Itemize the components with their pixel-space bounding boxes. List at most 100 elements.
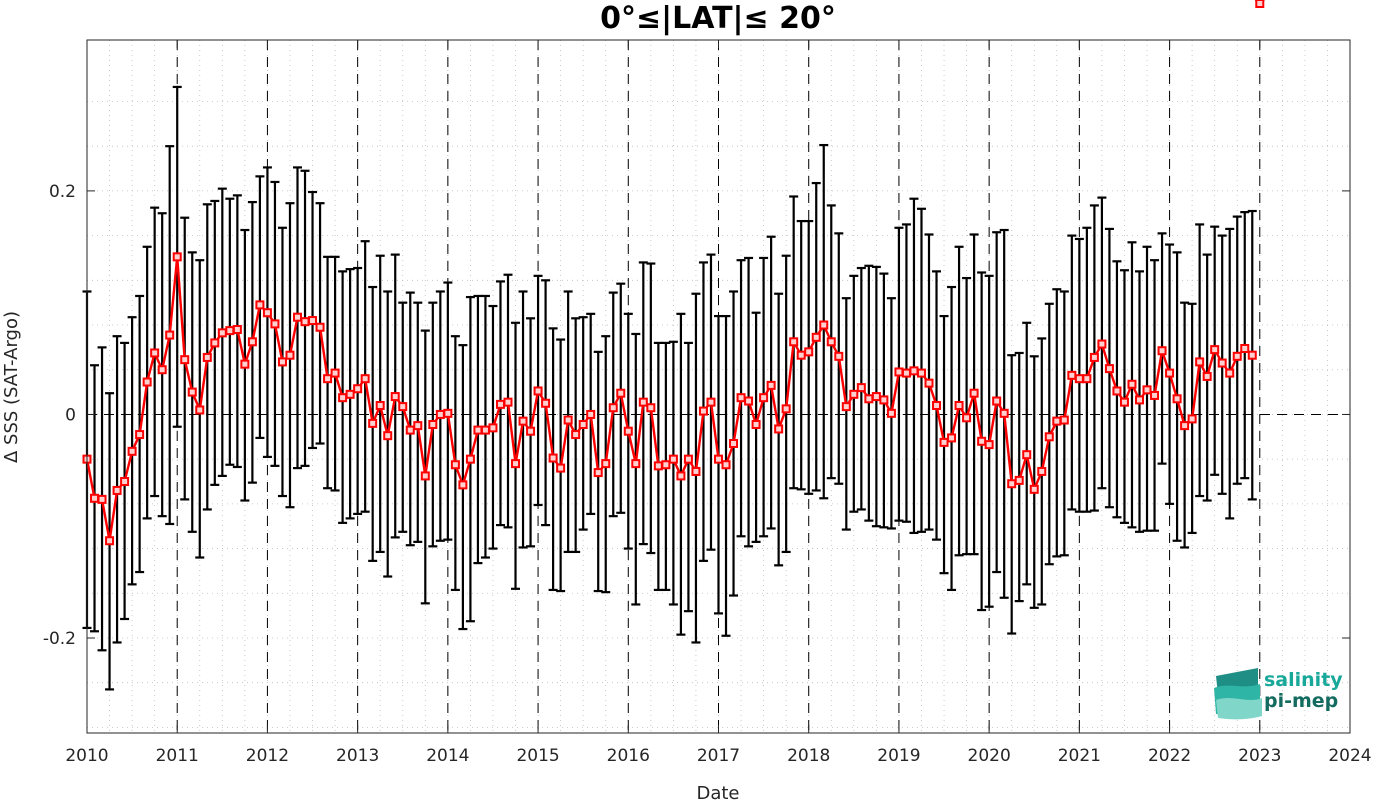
mean-marker [819,320,829,330]
mean-marker [398,402,408,412]
x-axis-label: Date [696,783,739,801]
mean-marker [676,471,686,481]
mean-marker [420,471,430,481]
mean-marker [939,437,949,447]
mean-marker [232,324,242,334]
mean-marker [1217,358,1227,368]
mean-marker [142,377,152,387]
mean-marker [721,460,731,470]
mean-marker [841,402,851,412]
mean-marker [1029,484,1039,494]
mean-marker [195,405,205,415]
mean-marker [255,300,265,310]
mean-marker [120,477,130,487]
mean-marker [901,368,911,378]
y-tick-labels: -0.2 0 0.2 [43,182,76,649]
mean-marker [909,366,919,376]
mean-marker [1074,374,1084,384]
mean-marker [1037,466,1047,476]
x-tick-label: 2017 [697,746,740,766]
mean-marker [766,380,776,390]
mean-marker [1225,368,1235,378]
mean-marker [856,383,866,393]
mean-marker [330,368,340,378]
mean-marker [375,401,385,411]
mean-marker [533,386,543,396]
mean-marker [1210,345,1220,355]
mean-marker [1127,379,1137,389]
mean-marker [465,454,475,464]
mean-marker [338,393,348,403]
mean-marker [473,425,483,435]
mean-marker [638,397,648,407]
mean-marker [608,403,618,413]
y-tick-label: 0.2 [49,182,76,202]
mean-marker [736,393,746,403]
x-tick-label: 2024 [1328,746,1371,766]
mean-marker [916,368,926,378]
mean-marker [804,347,814,357]
mean-marker [864,394,874,404]
mean-marker [1052,416,1062,426]
mean-marker [1067,370,1077,380]
mean-marker [796,350,806,360]
mean-marker [886,408,896,418]
mean-marker [1165,368,1175,378]
mean-marker [977,436,987,446]
mean-marker [157,365,167,375]
mean-marker [623,426,633,436]
mean-marker [518,416,528,426]
x-tick-label: 2016 [607,746,650,766]
mean-marker [1135,395,1144,405]
mean-marker [1180,421,1190,431]
mean-marker [548,453,558,463]
mean-marker [293,312,302,322]
mean-marker [285,350,295,360]
mean-marker [187,387,197,397]
mean-marker [405,425,415,435]
mean-marker [1202,371,1212,381]
mean-marker [180,355,190,365]
mean-marker [969,388,979,398]
mean-marker [1247,350,1257,360]
mean-marker [947,433,957,443]
mean-marker [345,389,355,399]
mean-marker [714,454,723,464]
mean-marker [1044,432,1054,442]
mean-marker [1255,0,1265,8]
logo-waves-icon [1214,668,1262,720]
mean-marker [165,330,175,340]
mean-marker [1112,386,1122,396]
x-tick-label: 2010 [65,746,108,766]
mean-marker [1157,346,1167,356]
mean-marker [308,316,318,326]
x-tick-label: 2013 [336,746,379,766]
axis-ticks [86,40,1351,733]
mean-marker [135,430,145,440]
mean-marker [172,252,182,262]
mean-marker [683,454,693,464]
mean-marker [1022,450,1032,460]
x-tick-label: 2011 [156,746,199,766]
mean-marker [450,460,460,470]
mean-marker [1142,385,1152,395]
mean-marker [1172,394,1182,404]
mean-marker [315,322,325,332]
y-tick-label: -0.2 [43,629,76,649]
mean-marker [270,319,280,329]
mean-marker [1059,415,1069,425]
x-tick-labels: 2010 2011 2012 2013 2014 2015 2016 2017 2018 2019… [65,746,1371,766]
x-tick-label: 2018 [787,746,830,766]
mean-marker [631,459,641,469]
x-tick-label: 2021 [1058,746,1101,766]
mean-marker [1007,479,1017,489]
mean-marker [428,420,438,430]
mean-marker [571,430,581,440]
mean-marker [751,420,761,430]
y-axis-label: Δ SSS (SAT-Argo) [1,311,22,463]
mean-marker [112,485,122,495]
mean-marker [871,392,881,402]
x-tick-label: 2020 [968,746,1011,766]
mean-marker [1150,390,1160,400]
